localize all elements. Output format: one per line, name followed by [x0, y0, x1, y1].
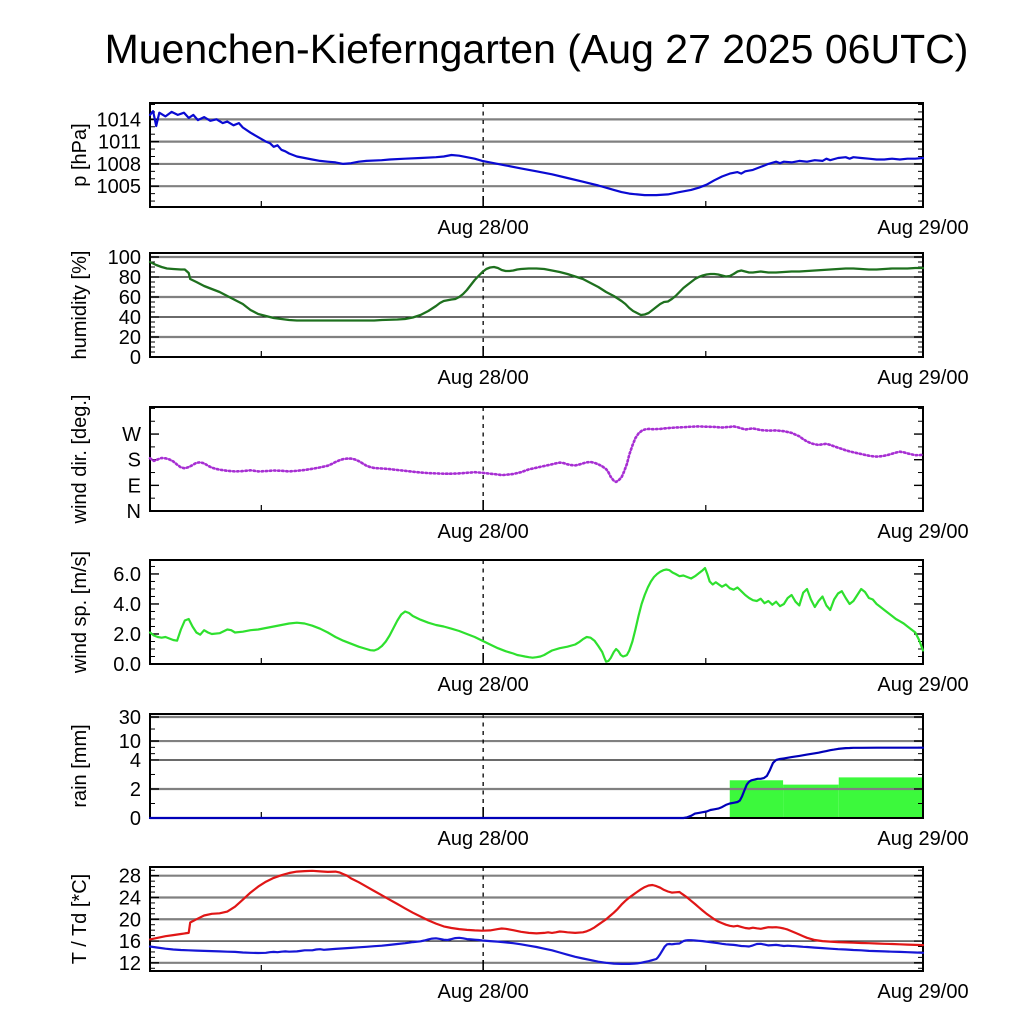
y-axis-label-humidity: humidity [%] — [69, 251, 91, 360]
series-pressure — [148, 110, 925, 197]
x-tick-label: Aug 28/00 — [438, 217, 529, 239]
y-tick-label: 40 — [119, 307, 141, 329]
x-tick-label: Aug 29/00 — [877, 981, 968, 1003]
x-tick-label: Aug 29/00 — [877, 674, 968, 696]
x-tick-label: Aug 29/00 — [877, 828, 968, 850]
y-tick-label: 0 — [130, 347, 141, 369]
y-tick-label: W — [122, 424, 141, 446]
y-tick-label: 100 — [108, 247, 141, 269]
y-tick-label: 30 — [119, 707, 141, 729]
y-tick-label: 1011 — [98, 132, 141, 154]
series-humidity — [148, 260, 925, 322]
x-tick-label: Aug 29/00 — [877, 367, 968, 389]
y-tick-label: 10 — [119, 731, 141, 753]
y-axis-label-pressure: p [hPa] — [69, 123, 91, 186]
y-tick-label: 80 — [119, 267, 141, 289]
panel-wind-speed: 0.0 2.0 4.0 6.0 Aug 28/00 Aug 29/00 wind sp. [… — [69, 551, 969, 696]
x-tick-label: Aug 29/00 — [877, 217, 968, 239]
rain-bar — [729, 780, 784, 818]
series-wind-speed — [148, 566, 925, 663]
y-tick-label: 1014 — [97, 109, 142, 131]
y-tick-label: 20 — [119, 909, 141, 931]
series-temperature — [148, 869, 925, 947]
y-axis-label-wind-direction: wind dir. [deg.] — [69, 395, 91, 525]
x-tick-label: Aug 28/00 — [438, 521, 529, 543]
y-tick-label: 28 — [119, 866, 141, 888]
rain-bar — [783, 784, 839, 818]
y-tick-label: E — [128, 475, 141, 497]
y-tick-label: 4 — [130, 750, 141, 772]
rain-bar — [838, 777, 923, 818]
x-tick-label: Aug 28/00 — [438, 981, 529, 1003]
y-tick-label: 2.0 — [113, 624, 141, 646]
x-tick-label: Aug 28/00 — [438, 828, 529, 850]
y-tick-label: S — [128, 450, 141, 472]
series-dewpoint — [148, 936, 925, 966]
x-tick-label: Aug 28/00 — [438, 367, 529, 389]
series-rain-cumulative — [148, 746, 925, 820]
y-tick-label: 60 — [119, 287, 141, 309]
x-tick-label: Aug 29/00 — [877, 521, 968, 543]
y-tick-label: 16 — [119, 931, 141, 953]
y-tick-label: 6.0 — [113, 564, 141, 586]
y-tick-label: 2 — [130, 779, 141, 801]
y-tick-label: 0.0 — [113, 654, 141, 676]
y-tick-label: 0 — [130, 808, 141, 830]
page-title: Muenchen-Kieferngarten (Aug 27 2025 06UT… — [104, 26, 969, 72]
y-tick-label: 20 — [119, 327, 141, 349]
y-tick-label: 4.0 — [113, 594, 141, 616]
y-tick-label: 12 — [119, 953, 141, 975]
y-tick-label: 1005 — [97, 176, 142, 198]
y-axis-label-wind-speed: wind sp. [m/s] — [69, 551, 91, 674]
y-axis-label-temperature: T / Td [*C] — [69, 874, 91, 964]
series-wind-direction — [148, 425, 925, 484]
y-axis-label-rain: rain [mm] — [69, 724, 91, 807]
y-tick-label: N — [127, 501, 141, 523]
x-tick-label: Aug 28/00 — [438, 674, 529, 696]
y-tick-label: 24 — [119, 887, 141, 909]
y-tick-label: 1008 — [97, 154, 142, 176]
